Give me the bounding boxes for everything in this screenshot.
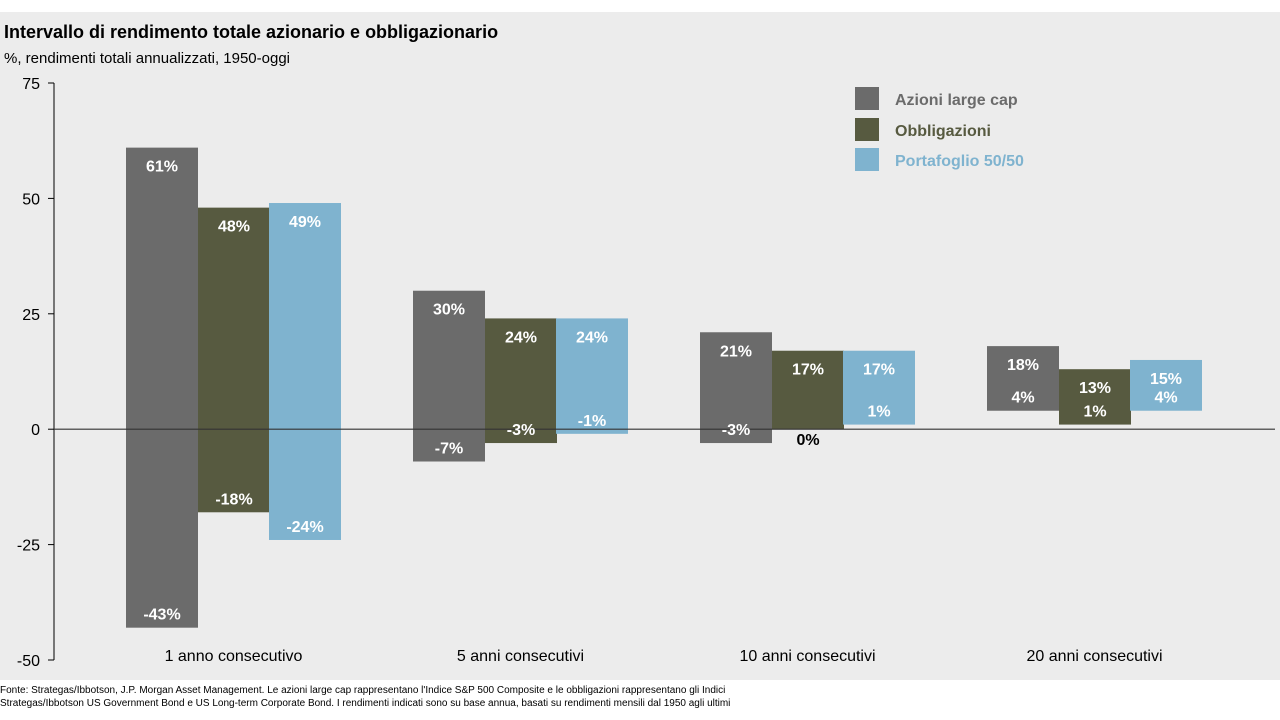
range-bar: [269, 203, 341, 540]
category-label: 20 anni consecutivi: [1026, 648, 1162, 665]
range-bar: [413, 290, 485, 462]
range-bar: [126, 147, 198, 628]
data-label-high: 21%: [720, 343, 752, 360]
data-label-low: -18%: [215, 491, 252, 508]
category-label: 10 anni consecutivi: [739, 648, 875, 665]
footnote-line-1: Fonte: Strategas/Ibbotson, J.P. Morgan A…: [0, 685, 726, 696]
data-label-low: 1%: [867, 404, 890, 421]
legend-swatch: [855, 118, 879, 141]
range-bar: [987, 346, 1059, 411]
data-label-low: -3%: [722, 422, 750, 439]
chart-subtitle: %, rendimenti totali annualizzati, 1950-…: [4, 50, 291, 67]
data-label-low: -24%: [286, 519, 323, 536]
data-label-low: 0%: [796, 432, 819, 449]
data-label-low: 4%: [1011, 390, 1034, 407]
footnote: Fonte: Strategas/Ibbotson, J.P. Morgan A…: [0, 684, 1280, 710]
legend-label: Azioni large cap: [895, 92, 1018, 109]
data-label-high: 30%: [433, 302, 465, 319]
data-label-high: 24%: [505, 329, 537, 346]
legend-swatch: [855, 87, 879, 110]
y-tick-label: 0: [31, 422, 40, 439]
range-bar: [485, 318, 557, 444]
legend-label: Obbligazioni: [895, 123, 991, 140]
footnote-line-2: Strategas/Ibbotson US Government Bond e …: [0, 698, 731, 709]
data-label-low: 4%: [1154, 390, 1177, 407]
y-tick-label: 50: [22, 191, 40, 208]
range-bar: [556, 318, 628, 434]
range-bar: [700, 332, 772, 444]
data-label-low: 1%: [1083, 404, 1106, 421]
data-label-high: 17%: [792, 362, 824, 379]
data-label-high: 49%: [289, 214, 321, 231]
chart-title: Intervallo di rendimento totale azionari…: [4, 22, 499, 42]
range-bar: [198, 207, 270, 513]
data-label-low: -1%: [578, 413, 606, 430]
legend-swatch: [855, 148, 879, 171]
data-label-high: 48%: [218, 219, 250, 236]
chart: 75 50 25 0 -25 -50 61% -43% 30% -7% 21% -3% 18% 4% 48%…: [17, 76, 1275, 670]
data-label-high: 15%: [1150, 371, 1182, 388]
data-label-low: -7%: [435, 441, 463, 458]
y-tick-label: -25: [17, 538, 40, 555]
range-bar: [772, 350, 844, 430]
y-tick-label: 25: [22, 307, 40, 324]
y-tick-label: 75: [22, 76, 40, 93]
range-bar: [843, 350, 915, 425]
legend-label: Portafoglio 50/50: [895, 153, 1024, 170]
category-label: 1 anno consecutivo: [165, 648, 303, 665]
data-label-high: 17%: [863, 362, 895, 379]
data-label-high: 13%: [1079, 380, 1111, 397]
data-label-high: 18%: [1007, 357, 1039, 374]
y-tick-label: -50: [17, 653, 40, 670]
category-label: 5 anni consecutivi: [457, 648, 584, 665]
range-bar: [1059, 369, 1131, 425]
data-label-low: -43%: [143, 607, 180, 624]
range-bar: [1130, 359, 1202, 411]
data-label-high: 61%: [146, 159, 178, 176]
data-label-high: 24%: [576, 329, 608, 346]
data-label-low: -3%: [507, 422, 535, 439]
